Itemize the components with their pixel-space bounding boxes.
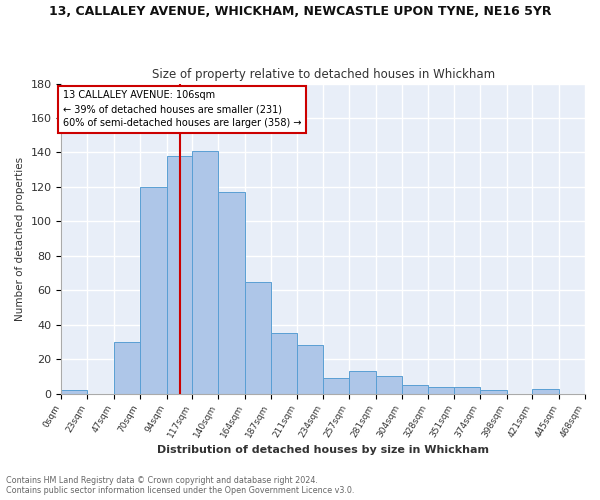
Bar [245,282,271,394]
Bar [376,376,401,394]
Bar [480,390,506,394]
Bar [298,346,323,394]
Bar [323,378,349,394]
Bar [114,342,140,394]
Bar [349,372,376,394]
Bar [218,192,245,394]
Bar [61,390,87,394]
Bar [140,187,167,394]
Y-axis label: Number of detached properties: Number of detached properties [15,156,25,320]
Text: 13 CALLALEY AVENUE: 106sqm
← 39% of detached houses are smaller (231)
60% of sem: 13 CALLALEY AVENUE: 106sqm ← 39% of deta… [62,90,301,128]
Bar [167,156,193,394]
Text: Contains HM Land Registry data © Crown copyright and database right 2024.
Contai: Contains HM Land Registry data © Crown c… [6,476,355,495]
Title: Size of property relative to detached houses in Whickham: Size of property relative to detached ho… [152,68,495,81]
Bar [454,387,480,394]
X-axis label: Distribution of detached houses by size in Whickham: Distribution of detached houses by size … [157,445,489,455]
Bar [271,334,298,394]
Text: 13, CALLALEY AVENUE, WHICKHAM, NEWCASTLE UPON TYNE, NE16 5YR: 13, CALLALEY AVENUE, WHICKHAM, NEWCASTLE… [49,5,551,18]
Bar [193,151,218,394]
Bar [428,387,454,394]
Bar [532,388,559,394]
Bar [401,385,428,394]
